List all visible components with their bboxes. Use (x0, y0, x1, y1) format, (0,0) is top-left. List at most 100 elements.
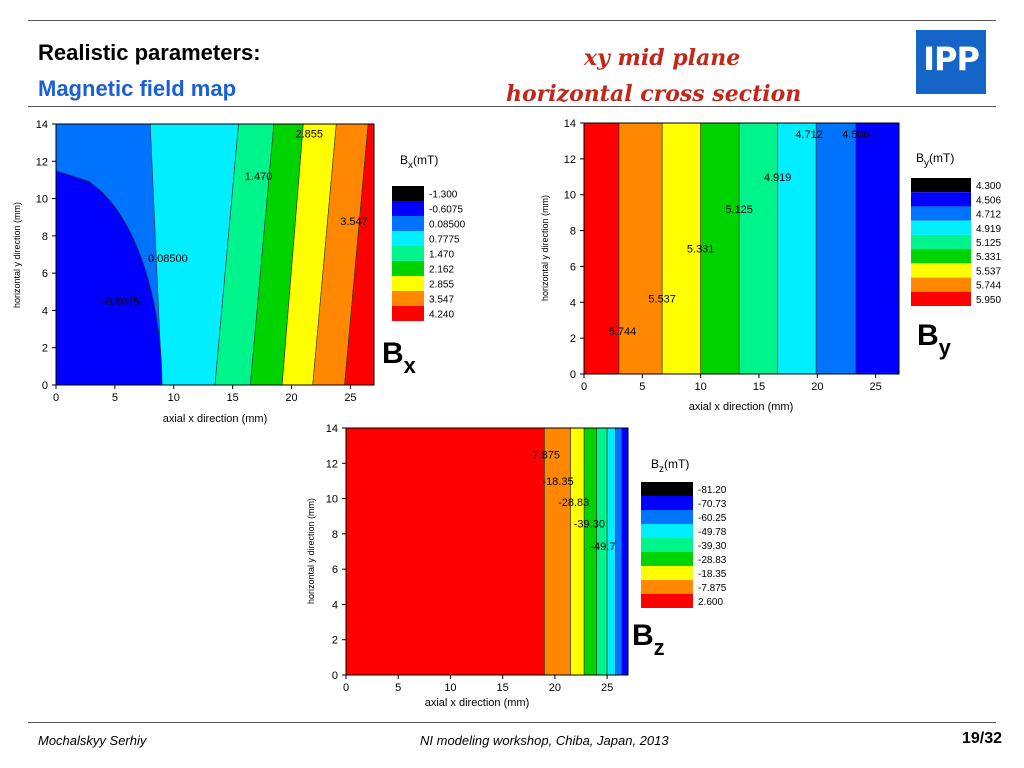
y-tick-label: 0 (570, 369, 576, 381)
legend-swatch (641, 594, 693, 608)
legend-swatch (641, 566, 693, 580)
y-tick-label: 2 (332, 635, 338, 647)
legend-label: 2.162 (429, 265, 454, 276)
component-label: Bx (382, 337, 417, 378)
y-tick-label: 10 (564, 190, 576, 202)
contour-label: 4.506 (842, 129, 870, 141)
contour-label: 4.712 (795, 129, 823, 141)
legend-swatch (641, 496, 693, 510)
component-label-sub: y (939, 335, 952, 360)
plot-frame (583, 122, 900, 375)
x-tick-label: 20 (285, 392, 297, 404)
legend-swatch (392, 291, 424, 306)
x-tick-label: 5 (112, 392, 118, 404)
legend-swatch (911, 277, 971, 292)
legend-title-unit: (mT) (413, 153, 438, 167)
legend-label: -49.78 (698, 527, 727, 538)
contour-label: -18.35 (542, 476, 573, 488)
legend-swatch (392, 246, 424, 261)
x-tick-label: 25 (344, 392, 356, 404)
chart-bz: 0 5 10 15 20 25 0 2 4 6 8 10 12 14 axial x direction (… (306, 423, 727, 709)
legend-label: -28.83 (698, 555, 727, 566)
legend-label: 4.712 (976, 210, 1001, 221)
legend-swatch (392, 186, 424, 201)
y-tick-label: 14 (564, 118, 576, 130)
legend-label: -60.25 (698, 513, 727, 524)
y-tick-label: 12 (326, 458, 338, 470)
slide-subtitle: Magnetic field map (38, 76, 237, 101)
x-tick-label: 15 (497, 682, 509, 694)
contour-label: 5.537 (648, 294, 676, 306)
legend-title-main: B (651, 457, 659, 471)
y-tick-label: 10 (326, 494, 338, 506)
legend-label: 5.744 (976, 281, 1001, 292)
legend-label: 1.470 (429, 250, 454, 261)
legend-label: 5.950 (976, 295, 1001, 306)
ipp-logo-text: IPP (923, 40, 980, 78)
y-axis-label: horizontal y direction (mm) (306, 498, 316, 604)
legend-title-main: B (916, 151, 924, 165)
x-tick-label: 10 (444, 682, 456, 694)
band (661, 123, 701, 374)
legend-label: 4.506 (976, 195, 1001, 206)
x-axis-label: axial x direction (mm) (425, 697, 530, 709)
legend-swatch (641, 510, 693, 524)
legend-label: -39.30 (698, 541, 727, 552)
legend-title-main: B (400, 153, 408, 167)
legend-swatch (641, 552, 693, 566)
top-rule (28, 20, 996, 21)
legend-label: -70.73 (698, 499, 727, 510)
legend-label: 4.300 (976, 181, 1001, 192)
y-tick-label: 8 (42, 231, 48, 243)
legend-label: 4.240 (429, 310, 454, 321)
legend-swatch (911, 291, 971, 306)
legend-label: 5.331 (976, 252, 1001, 263)
contour-label: 3.547 (340, 216, 368, 228)
legend-title: Bz(mT) (651, 457, 689, 475)
band (312, 124, 369, 385)
x-axis-label: axial x direction (mm) (689, 401, 794, 413)
footer-author: Mochalskyy Serhiy (38, 733, 147, 748)
x-axis-label: axial x direction (mm) (163, 413, 268, 425)
component-label-main: B (917, 319, 939, 352)
legend-swatch (392, 216, 424, 231)
x-tick-label: 25 (870, 381, 882, 393)
contour-label: -28.83 (558, 497, 589, 509)
component-label-sub: x (404, 353, 417, 378)
component-label: Bz (632, 619, 665, 660)
slide-title: Realistic parameters: (38, 40, 261, 65)
component-label: By (917, 319, 952, 360)
legend-swatch (911, 192, 971, 207)
legend-swatch (911, 206, 971, 221)
legend-title: Bx(mT) (400, 153, 438, 171)
band (738, 123, 778, 374)
legend-swatch (641, 538, 693, 552)
y-tick-label: 8 (332, 529, 338, 541)
legend-label: -18.35 (698, 569, 727, 580)
legend-label: -81.20 (698, 485, 727, 496)
band (615, 428, 623, 675)
x-tick-label: 20 (549, 682, 561, 694)
y-tick-label: 0 (42, 380, 48, 392)
ipp-logo: IPP (916, 30, 986, 94)
legend-label: 4.919 (976, 224, 1001, 235)
y-tick-label: 0 (332, 670, 338, 682)
contour-label: -7.875 (529, 449, 560, 461)
x-tick-label: 25 (601, 682, 613, 694)
legend-swatch (641, 580, 693, 594)
legend-label: -1.300 (429, 190, 458, 201)
y-tick-label: 10 (36, 194, 48, 206)
band (777, 123, 817, 374)
legend-label: 0.7775 (429, 235, 460, 246)
y-tick-label: 6 (570, 261, 576, 273)
band (570, 428, 585, 675)
x-tick-label: 0 (53, 392, 59, 404)
contour-label: 5.744 (609, 326, 637, 338)
component-label-main: B (382, 337, 404, 370)
footer-rule (28, 722, 996, 723)
legend-swatch (911, 234, 971, 250)
plot-frame (55, 123, 375, 386)
legend-title-unit: (mT) (664, 457, 689, 471)
y-tick-label: 14 (36, 119, 48, 131)
